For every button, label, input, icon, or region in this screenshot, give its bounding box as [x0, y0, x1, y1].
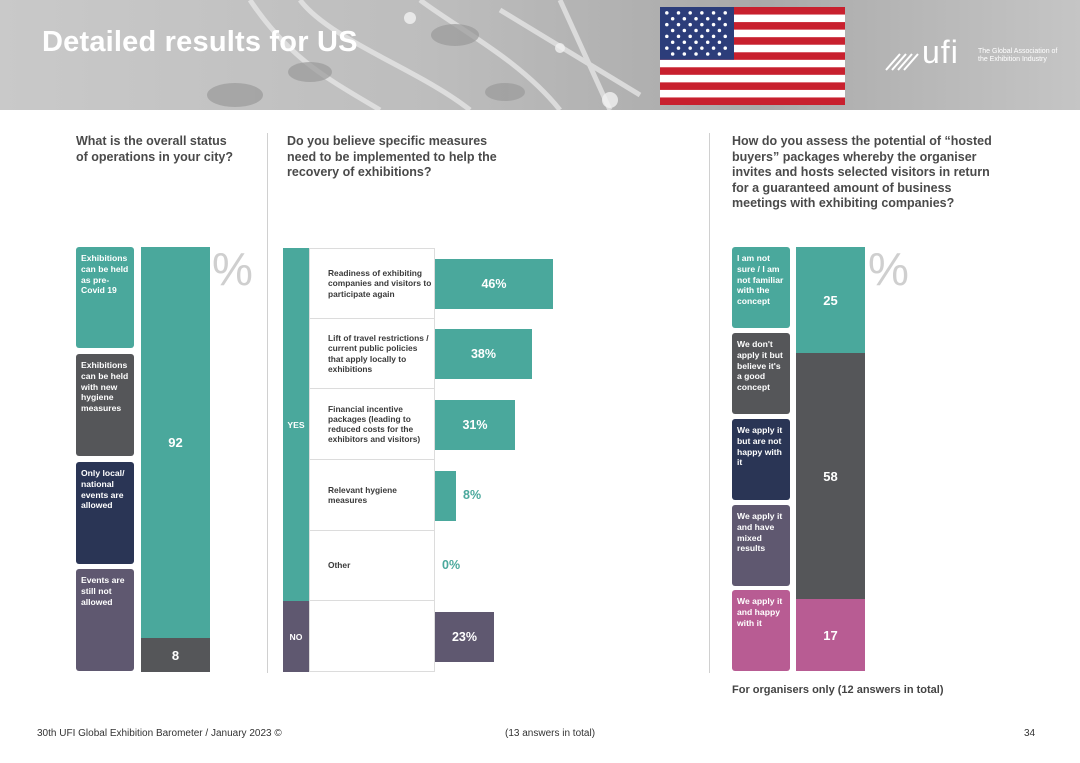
- chart1-legend-not-allowed: Events are still not allowed: [76, 569, 134, 671]
- ufi-logo-text: ufi: [922, 34, 959, 70]
- chart3-stacked-bar: 25 58 17: [796, 247, 865, 672]
- chart3-percent-symbol: %: [868, 243, 909, 295]
- chart3-legend-happy: We apply it and happy with it: [732, 590, 790, 671]
- ufi-logo-icon: [885, 53, 919, 71]
- chart2-bar: 38%: [435, 329, 532, 379]
- chart2-value-label: 0%: [442, 558, 461, 572]
- chart2-category-label: [309, 601, 435, 672]
- chart2-value-label: 8%: [463, 487, 482, 502]
- yes-group-label: YES: [283, 248, 309, 601]
- chart1-legend-precovid: Exhibitions can be held as pre-Covid 19: [76, 247, 134, 348]
- no-group-label: NO: [283, 601, 309, 672]
- divider-right: [709, 133, 710, 673]
- chart3-legend-mixed: We apply it and have mixed results: [732, 505, 790, 586]
- chart3-question: How do you assess the potential of “host…: [732, 134, 992, 210]
- chart3-segment-good-concept: 58: [796, 353, 865, 599]
- chart1-segment-hygiene: 8: [141, 638, 210, 672]
- page-number: 34: [1024, 728, 1036, 739]
- chart2-bar: 46%: [435, 258, 553, 309]
- chart3-note: For organisers only (12 answers in total…: [732, 684, 944, 696]
- us-flag-icon: [660, 7, 845, 105]
- chart3-legend-not-happy: We apply it but are not happy with it: [732, 419, 790, 500]
- chart3-segment-happy: 17: [796, 599, 865, 671]
- chart2-bar: 31%: [435, 399, 515, 450]
- chart1-segment-precovid: 92: [141, 247, 210, 638]
- background-decoration: [207, 0, 642, 110]
- chart2-bar: [435, 470, 456, 521]
- chart2-category-label: Financial incentive packages (leading to…: [309, 389, 435, 460]
- chart2-category-label: Readiness of exhibiting companies and vi…: [309, 248, 435, 319]
- divider-left: [267, 133, 268, 673]
- footer-source: 30th UFI Global Exhibition Barometer / J…: [37, 728, 282, 739]
- chart1-legend-hygiene: Exhibitions can be held with new hygiene…: [76, 354, 134, 456]
- page-title: Detailed results for US: [42, 26, 358, 58]
- chart1-question: What is the overall status of operations…: [76, 134, 233, 164]
- chart2-bar: 23%: [435, 611, 494, 662]
- chart1-legend-local: Only local/ national events are allowed: [76, 462, 134, 564]
- chart2-category-label: Other: [309, 531, 435, 601]
- chart2-category-label: Lift of travel restrictions / current pu…: [309, 319, 435, 389]
- chart1-percent-symbol: %: [212, 243, 253, 295]
- footer-answers: (13 answers in total): [505, 728, 596, 739]
- chart3-legend-good-concept: We don't apply it but believe it's a goo…: [732, 333, 790, 414]
- chart3-segment-not-sure: 25: [796, 247, 865, 353]
- chart1-stacked-bar: 92 8: [141, 247, 210, 672]
- header-banner: Detailed results for US ufi Th: [0, 0, 1080, 110]
- chart2-question: Do you believe specific measures need to…: [287, 134, 497, 179]
- ufi-tagline: The Global Association of the Exhibition…: [978, 48, 1058, 63]
- chart2-category-label: Relevant hygiene measures: [309, 460, 435, 531]
- chart3-legend-not-sure: I am not sure / I am not familiar with t…: [732, 247, 790, 328]
